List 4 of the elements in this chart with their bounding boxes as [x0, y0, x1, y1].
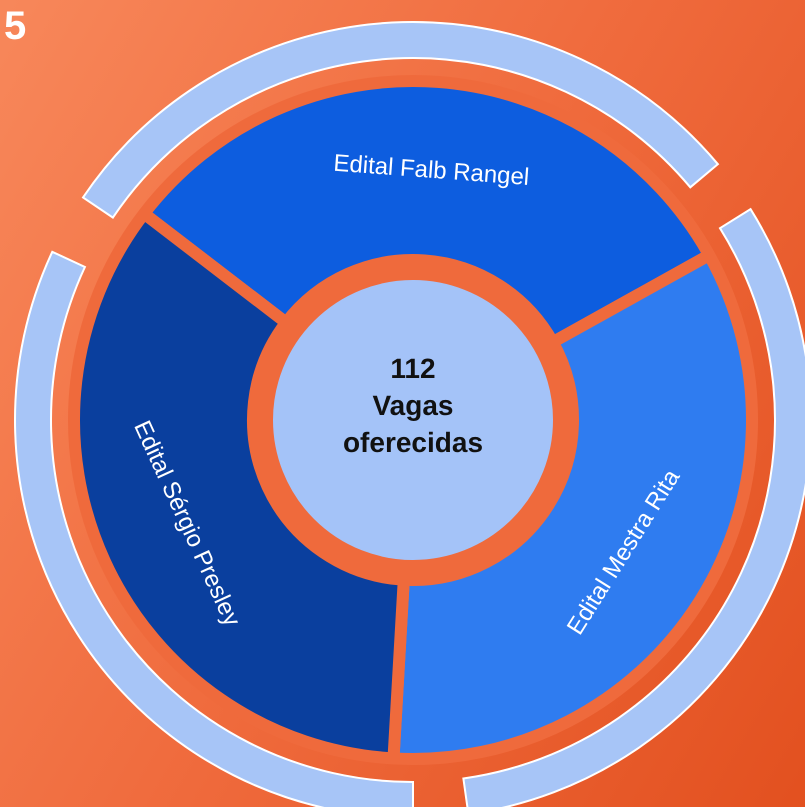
- chart-title: 5: [4, 4, 26, 49]
- text: 112: [389, 352, 437, 386]
- slice-label: Edital Falb Rangel: [332, 150, 530, 191]
- text: Vagas oferecidas: [342, 389, 484, 460]
